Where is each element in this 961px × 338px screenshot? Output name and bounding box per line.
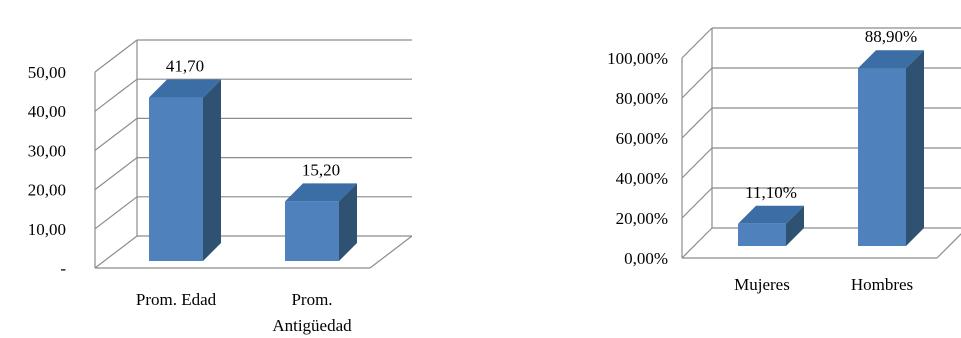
data-label: 41,70	[166, 57, 204, 76]
y-tick-label: 100,00%	[607, 49, 668, 68]
data-label: 88,90%	[865, 27, 917, 46]
y-tick-label: 30,00	[28, 141, 66, 160]
category-label: Prom.	[291, 290, 332, 309]
category-label: Mujeres	[734, 275, 790, 294]
chart-gender: 0,00% 20,00% 40,00% 60,00% 80,00% 100,00% 11,1…	[607, 27, 961, 294]
gridline-diagonal	[94, 157, 138, 191]
gridline-diagonal	[94, 117, 138, 151]
y-tick-label: 10,00	[28, 220, 66, 239]
y-tick-label: 50,00	[28, 63, 66, 82]
data-label: 15,20	[302, 160, 340, 179]
y-tick-label: 80,00%	[616, 89, 668, 108]
category-label: Hombres	[851, 275, 913, 294]
bar-side	[906, 50, 924, 247]
y-tick-label: 0,00%	[624, 249, 668, 268]
bar-front	[285, 201, 339, 261]
gridline-diagonal	[681, 27, 713, 59]
bar-top	[149, 79, 221, 98]
y-tick-label: 40,00%	[616, 169, 668, 188]
bar-top	[738, 205, 804, 224]
bar-top	[858, 50, 924, 69]
chart-averages: - 10,00 20,00 30,00 40,00 50,00 41,70 Prom. Eda…	[28, 39, 413, 335]
floor-right-edge	[369, 235, 413, 269]
y-tick-label: 60,00%	[616, 129, 668, 148]
bar-front	[149, 97, 203, 261]
y-tick-label: 20,00	[28, 181, 66, 200]
gridline-diagonal	[94, 196, 138, 230]
gridline-diagonal	[94, 78, 138, 112]
bar-front	[858, 68, 906, 246]
gridline-diagonal	[681, 147, 713, 179]
bar-top	[285, 183, 357, 202]
y-tick-label: -	[60, 259, 66, 278]
gridline-diagonal	[681, 187, 713, 219]
bar-side	[786, 205, 804, 246]
category-label: Prom. Edad	[136, 290, 217, 309]
bar-side	[339, 183, 357, 261]
floor-right-edge	[936, 233, 961, 259]
y-tick-label: 20,00%	[616, 209, 668, 228]
gridline-diagonal	[94, 235, 138, 269]
data-label: 11,10%	[745, 183, 797, 202]
bar-front	[738, 223, 786, 246]
gridline-diagonal	[681, 67, 713, 99]
gridline-diagonal	[94, 39, 138, 73]
gridline-diagonal	[681, 227, 713, 259]
category-label: Antigüedad	[272, 316, 352, 335]
y-tick-label: 40,00	[28, 102, 66, 121]
bar-side	[203, 79, 221, 261]
gridline-diagonal	[681, 107, 713, 139]
